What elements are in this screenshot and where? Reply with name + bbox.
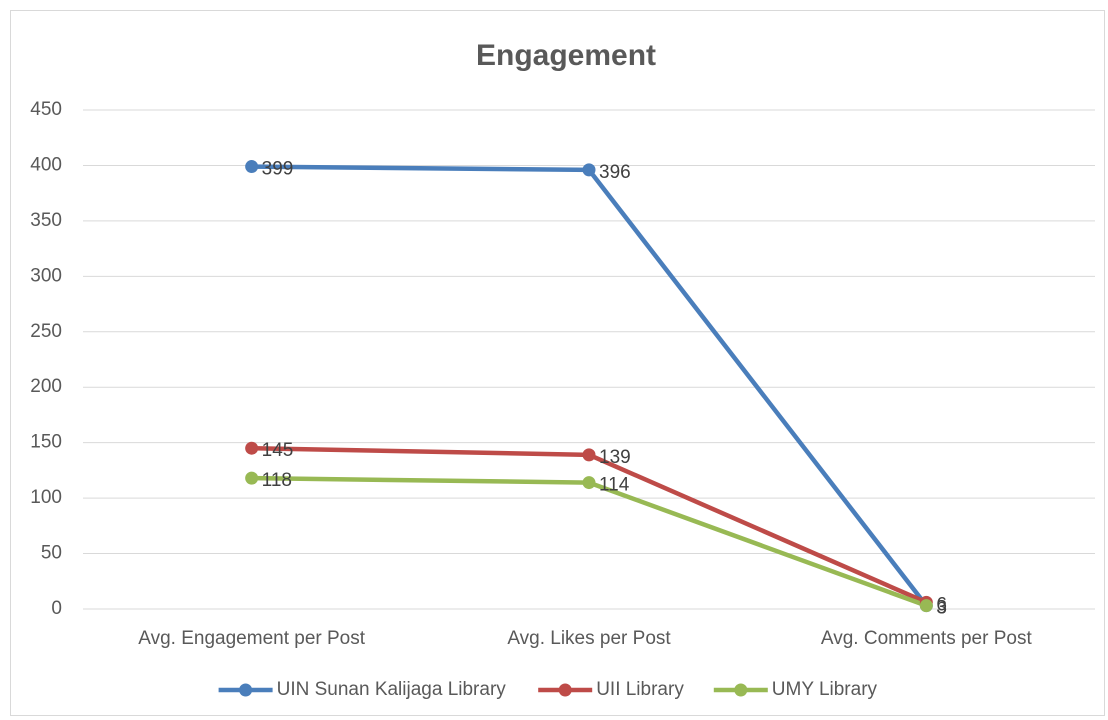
data-label: 3 <box>936 598 947 619</box>
data-point <box>245 441 259 455</box>
data-label: 399 <box>262 159 294 180</box>
data-label: 3 <box>936 598 947 619</box>
data-point <box>919 599 933 613</box>
data-label: 139 <box>599 447 631 468</box>
y-tick-label: 300 <box>30 265 62 286</box>
y-tick-label: 200 <box>30 376 62 397</box>
legend-label: UII Library <box>596 679 684 700</box>
legend-marker <box>734 683 748 697</box>
data-point <box>582 163 596 177</box>
y-tick-label: 450 <box>30 99 62 120</box>
data-point <box>582 448 596 462</box>
data-point <box>582 476 596 490</box>
legend-marker <box>558 683 572 697</box>
data-label: 114 <box>599 475 630 496</box>
y-tick-label: 350 <box>30 210 62 231</box>
legend-marker <box>239 683 253 697</box>
data-label: 6 <box>936 594 947 615</box>
y-tick-label: 50 <box>41 543 62 564</box>
legend-label: UMY Library <box>772 679 878 700</box>
y-tick-label: 250 <box>30 321 62 342</box>
y-tick-label: 400 <box>30 154 62 175</box>
y-tick-label: 100 <box>30 487 62 508</box>
y-tick-label: 0 <box>51 598 62 619</box>
chart-title: Engagement <box>476 39 656 72</box>
data-label: 118 <box>262 470 292 491</box>
x-tick-label: Avg. Comments per Post <box>821 628 1033 649</box>
x-tick-label: Avg. Engagement per Post <box>138 628 365 649</box>
data-point <box>245 160 259 174</box>
x-tick-label: Avg. Likes per Post <box>507 628 671 649</box>
data-label: 145 <box>262 440 294 461</box>
data-label: 396 <box>599 162 631 183</box>
data-point <box>245 471 259 485</box>
y-tick-label: 150 <box>30 432 62 453</box>
legend-label: UIN Sunan Kalijaga Library <box>277 679 507 700</box>
